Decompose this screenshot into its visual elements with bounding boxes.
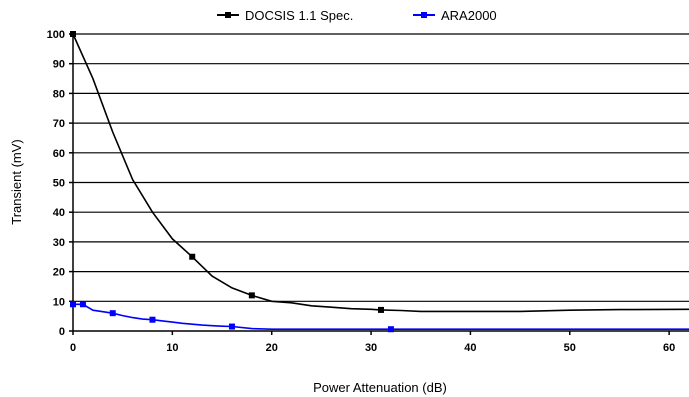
series-marker bbox=[109, 310, 116, 317]
legend: DOCSIS 1.1 Spec. ARA2000 bbox=[217, 8, 497, 23]
x-tick-label: 40 bbox=[464, 342, 476, 354]
y-tick-label: 90 bbox=[53, 59, 65, 71]
y-tick-label: 20 bbox=[53, 267, 65, 279]
series-marker bbox=[149, 316, 156, 323]
y-tick-label: 100 bbox=[47, 29, 65, 41]
legend-swatch-marker bbox=[225, 12, 231, 18]
series-marker bbox=[70, 31, 76, 37]
series-marker bbox=[387, 326, 394, 333]
y-tick-label: 50 bbox=[53, 178, 65, 190]
legend-label: DOCSIS 1.1 Spec. bbox=[245, 8, 353, 23]
y-tick-label: 0 bbox=[59, 326, 65, 338]
series-marker bbox=[228, 323, 235, 330]
series-marker bbox=[189, 253, 196, 260]
series-marker bbox=[70, 301, 76, 308]
x-tick-labels: 0 10 20 30 40 50 60 bbox=[70, 342, 675, 354]
legend-swatch-marker bbox=[421, 12, 427, 18]
gridlines bbox=[73, 33, 689, 302]
y-tick-label: 30 bbox=[53, 237, 65, 249]
y-tick-label: 80 bbox=[53, 88, 65, 100]
x-tick-label: 30 bbox=[365, 342, 377, 354]
y-tick-label: 40 bbox=[53, 207, 65, 219]
series-marker bbox=[378, 306, 384, 313]
series-marker bbox=[79, 301, 86, 308]
x-tick-label: 50 bbox=[564, 342, 576, 354]
series-layer bbox=[70, 31, 689, 333]
x-axis-title: Power Attenuation (dB) bbox=[313, 380, 447, 395]
y-tick-label: 10 bbox=[53, 296, 65, 308]
x-tick-label: 10 bbox=[166, 342, 178, 354]
x-tick-label: 60 bbox=[663, 342, 675, 354]
y-tick-label: 70 bbox=[53, 118, 65, 130]
x-tick-label: 0 bbox=[70, 342, 76, 354]
y-tick-label: 60 bbox=[53, 148, 65, 160]
x-tick-label: 20 bbox=[266, 342, 278, 354]
y-tick-labels: 0 10 20 30 40 50 60 70 80 90 100 bbox=[47, 29, 65, 338]
series-line-docsis bbox=[72, 33, 689, 313]
legend-label: ARA2000 bbox=[441, 8, 497, 23]
y-axis-title: Transient (mV) bbox=[9, 139, 24, 224]
axes bbox=[69, 33, 689, 335]
series-marker bbox=[248, 292, 255, 299]
